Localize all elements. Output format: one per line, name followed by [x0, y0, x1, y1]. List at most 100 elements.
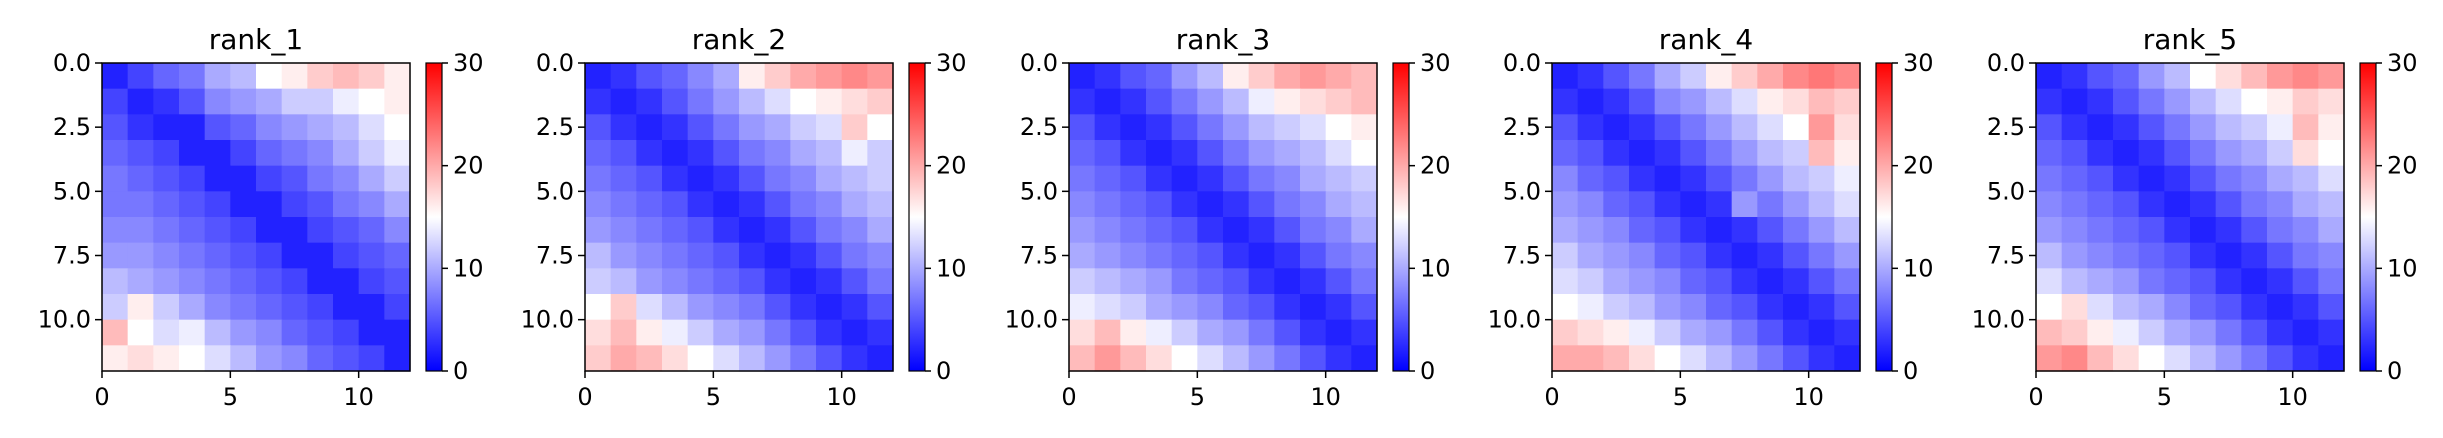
heatmap-cell [179, 88, 206, 115]
heatmap-cell [1351, 294, 1378, 321]
heatmap-cell [204, 191, 231, 218]
heatmap-cell [1834, 217, 1861, 244]
heatmap-cell [739, 114, 766, 141]
heatmap-cell [2318, 217, 2345, 244]
colorbar-tick-label: 20 [2387, 152, 2418, 180]
heatmap-cell [1731, 165, 1758, 192]
heatmap-cell [1808, 63, 1835, 90]
colorbar [425, 62, 443, 372]
heatmap-cell [230, 294, 257, 321]
y-tick-label: 7.5 [1020, 242, 1058, 270]
heatmap-cell [2036, 88, 2063, 115]
heatmap-cell [2087, 217, 2114, 244]
heatmap-cell [790, 114, 817, 141]
heatmap-cell [1654, 268, 1681, 295]
heatmap-cell [1069, 319, 1096, 346]
heatmap-cell [1629, 345, 1656, 372]
heatmap-cell [179, 140, 206, 167]
heatmap-cell [867, 140, 894, 167]
heatmap-cell [2138, 191, 2165, 218]
heatmap-cell [2318, 345, 2345, 372]
heatmap-cell [687, 268, 714, 295]
heatmap-cell [790, 294, 817, 321]
heatmap-cell [2241, 268, 2268, 295]
heatmap-cell [1629, 294, 1656, 321]
heatmap-cell [2267, 63, 2294, 90]
heatmap-cell [1731, 319, 1758, 346]
heatmap-cell [230, 88, 257, 115]
heatmap-cell [1552, 345, 1579, 372]
heatmap-cell [1757, 345, 1784, 372]
y-tick-label: 5.0 [1987, 177, 2025, 205]
heatmap-cell [2036, 63, 2063, 90]
heatmap-cell [1094, 217, 1121, 244]
heatmap-cell [867, 242, 894, 269]
heatmap-cell [1069, 140, 1096, 167]
heatmap-cell [2138, 63, 2165, 90]
heatmap-cell [1552, 114, 1579, 141]
heatmap-cell [1783, 242, 1810, 269]
heatmap-cell [2292, 217, 2319, 244]
heatmap-cell [204, 63, 231, 90]
heatmap-cell [2138, 114, 2165, 141]
heatmap-cell [636, 114, 663, 141]
heatmap-cell [816, 114, 843, 141]
heatmap-cell [1274, 165, 1301, 192]
heatmap-cell [1300, 242, 1327, 269]
heatmap-cell [687, 242, 714, 269]
heatmap-cell [1808, 114, 1835, 141]
heatmap-cell [867, 114, 894, 141]
y-tick-label: 0.0 [1020, 49, 1058, 77]
heatmap-cell [585, 114, 612, 141]
heatmap-cell [1325, 191, 1352, 218]
heatmap-cell [2087, 319, 2114, 346]
heatmap-cell [1223, 191, 1250, 218]
x-tick-label: 10 [1793, 383, 1824, 411]
heatmap-cell [1783, 319, 1810, 346]
heatmap-cell [1223, 140, 1250, 167]
heatmap-panel-3: rank_3 0 5 10 0.0 2.5 5.0 7.5 10.0 0 10 20 30 [1005, 23, 1451, 411]
heatmap-cell [358, 191, 385, 218]
heatmap-cell [2215, 242, 2242, 269]
heatmap-cell [281, 63, 308, 90]
heatmap-cell [204, 268, 231, 295]
heatmap-cell [1248, 319, 1275, 346]
heatmap-cell [790, 165, 817, 192]
heatmap-cell [2292, 165, 2319, 192]
heatmap-cell [1629, 268, 1656, 295]
heatmap-cell [1197, 114, 1224, 141]
heatmap-cell [1706, 268, 1733, 295]
heatmap-cell [867, 217, 894, 244]
heatmap-cell [2061, 217, 2088, 244]
heatmap-cell [1197, 88, 1224, 115]
heatmap-cell [1274, 319, 1301, 346]
heatmap-cell [179, 114, 206, 141]
heatmap-cell [2267, 242, 2294, 269]
y-tick-label: 0.0 [53, 49, 91, 77]
heatmap-cell [1069, 88, 1096, 115]
heatmap-cell [841, 88, 868, 115]
heatmap-cell [2087, 242, 2114, 269]
heatmap-cell [1808, 268, 1835, 295]
heatmap-cell [1731, 88, 1758, 115]
heatmap-cell [2113, 242, 2140, 269]
heatmap-cell [2190, 294, 2217, 321]
heatmap-cell [1629, 114, 1656, 141]
heatmap-cell [1146, 294, 1173, 321]
heatmap-cell [1757, 217, 1784, 244]
heatmap-cell [230, 345, 257, 372]
heatmap-cell [1808, 242, 1835, 269]
heatmap-cell [867, 88, 894, 115]
colorbar-tick-label: 0 [936, 357, 951, 385]
heatmap-cell [1171, 191, 1198, 218]
heatmap-cell [1577, 140, 1604, 167]
heatmap-cell [230, 217, 257, 244]
heatmap-cell [2292, 114, 2319, 141]
heatmap-cell [662, 319, 689, 346]
heatmap-cell [636, 165, 663, 192]
heatmap-cell [1603, 319, 1630, 346]
heatmap-cell [1248, 268, 1275, 295]
heatmap-cell [687, 319, 714, 346]
heatmap-cell [1351, 114, 1378, 141]
y-tick-label: 2.5 [536, 113, 574, 141]
